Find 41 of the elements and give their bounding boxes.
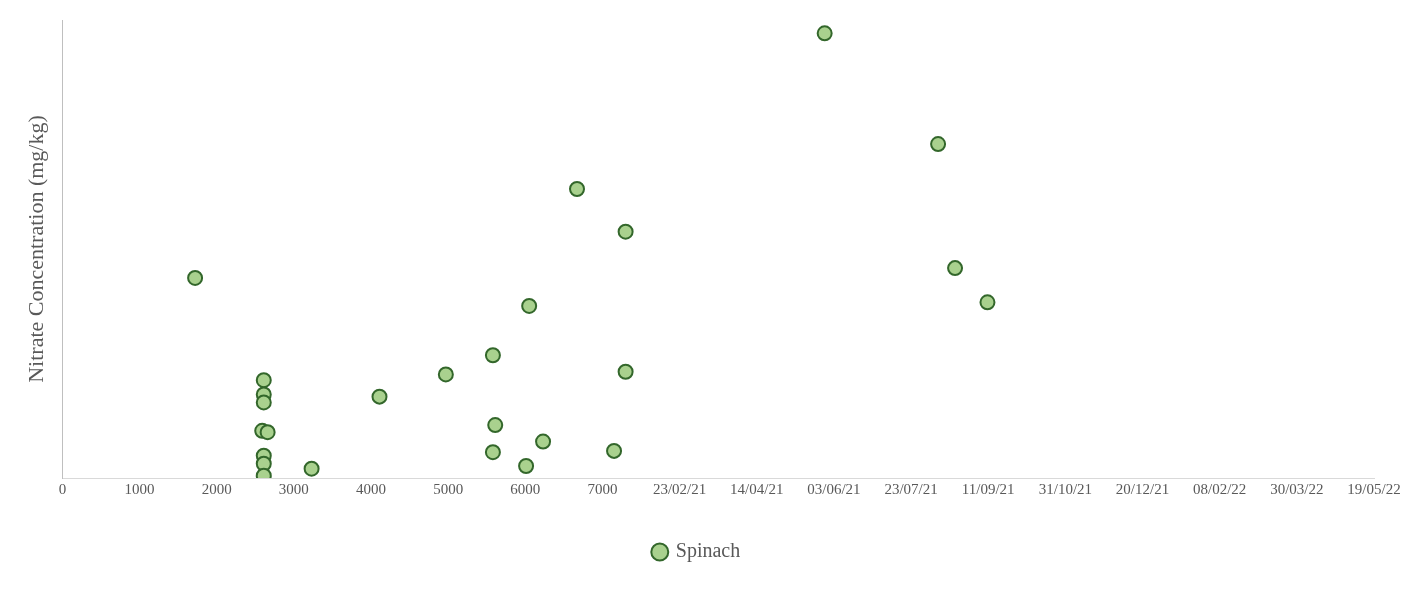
y-axis-title: Nitrate Concentration (mg/kg) xyxy=(22,115,48,383)
point xyxy=(259,424,276,441)
point xyxy=(535,433,552,450)
point xyxy=(617,363,634,380)
point xyxy=(947,260,964,277)
x-tick-label: 0 xyxy=(58,480,67,497)
point xyxy=(371,388,388,405)
point xyxy=(617,223,634,240)
x-tick-label: 03/06/21 xyxy=(807,480,861,497)
point xyxy=(979,294,996,311)
point xyxy=(518,457,535,474)
x-tick-label: 19/05/22 xyxy=(1347,480,1401,497)
point xyxy=(255,372,272,389)
x-tick-label: 14/04/21 xyxy=(730,480,784,497)
x-tick-label: 1000 xyxy=(124,480,155,497)
point xyxy=(930,136,947,153)
x-tick-label: 23/07/21 xyxy=(884,480,938,497)
x-tick-label: 31/10/21 xyxy=(1038,480,1093,497)
point xyxy=(437,366,454,383)
point xyxy=(816,25,833,42)
x-tick-label: 30/03/22 xyxy=(1270,480,1324,497)
x-tick-label: 5000 xyxy=(433,480,464,497)
x-tick-label: 4000 xyxy=(356,480,387,497)
point xyxy=(255,394,272,411)
x-tick-label: 23/02/21 xyxy=(652,480,707,497)
x-tick-label: 2000 xyxy=(201,480,232,497)
x-tick-label: 08/02/22 xyxy=(1193,480,1247,497)
point xyxy=(303,460,320,477)
legend-label: Spinach xyxy=(675,539,741,563)
x-tick-label: 3000 xyxy=(278,480,309,497)
point xyxy=(521,297,538,314)
x-tick-label: 20/12/21 xyxy=(1115,480,1170,497)
x-tick-label: 11/09/21 xyxy=(961,480,1015,497)
point xyxy=(569,180,586,197)
point xyxy=(487,417,504,434)
x-tick-label: 7000 xyxy=(587,480,618,497)
x-tick-label: 6000 xyxy=(510,480,541,497)
point xyxy=(484,347,501,364)
point xyxy=(484,444,501,461)
point xyxy=(606,442,623,459)
point xyxy=(187,269,204,286)
